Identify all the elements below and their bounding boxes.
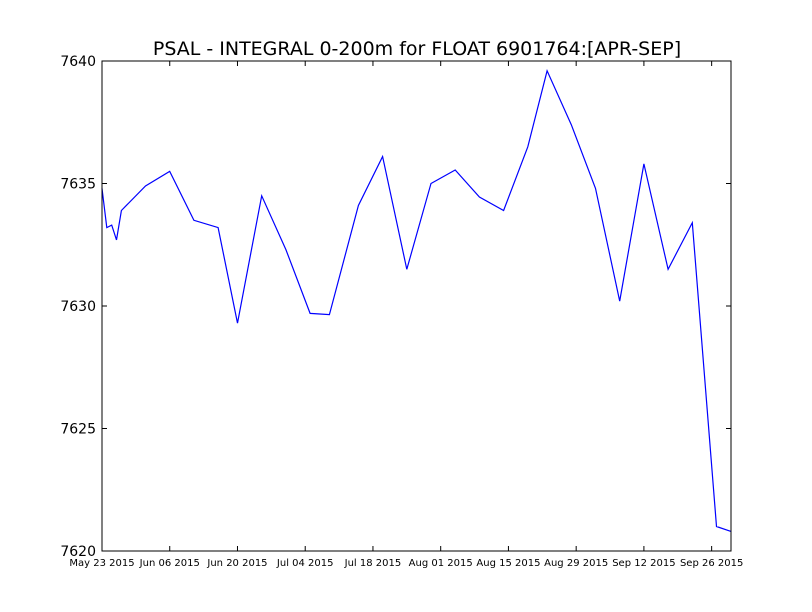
x-axis: May 23 2015 Jun 06 2015 Jun 20 2015 Jul 04 … [69, 61, 743, 569]
series-line [101, 68, 732, 532]
chart-title: PSAL - INTEGRAL 0-200m for FLOAT 6901764… [153, 38, 681, 60]
x-tick-label: Jul 18 2015 [344, 558, 402, 569]
x-tick-label: Sep 12 2015 [612, 558, 675, 569]
y-tick-label: 7620 [60, 544, 96, 560]
y-tick-label: 7635 [60, 177, 96, 193]
y-axis: 7620 7625 7630 7635 7640 [60, 54, 731, 560]
y-tick-label: 7630 [60, 299, 96, 315]
y-tick-label: 7625 [60, 422, 96, 438]
x-tick-label: Jun 20 2015 [206, 558, 267, 569]
x-tick-label: Sep 26 2015 [680, 558, 743, 569]
y-tick-label: 7640 [60, 54, 96, 70]
x-tick-label: Aug 15 2015 [476, 558, 540, 569]
x-tick-label: Jul 04 2015 [276, 558, 334, 569]
x-tick-label: Aug 29 2015 [544, 558, 608, 569]
x-tick-label: May 23 2015 [69, 558, 134, 569]
x-tick-label: Aug 01 2015 [409, 558, 473, 569]
plot-frame [101, 60, 732, 552]
plot-area [101, 68, 732, 532]
x-tick-label: Jun 06 2015 [139, 558, 200, 569]
